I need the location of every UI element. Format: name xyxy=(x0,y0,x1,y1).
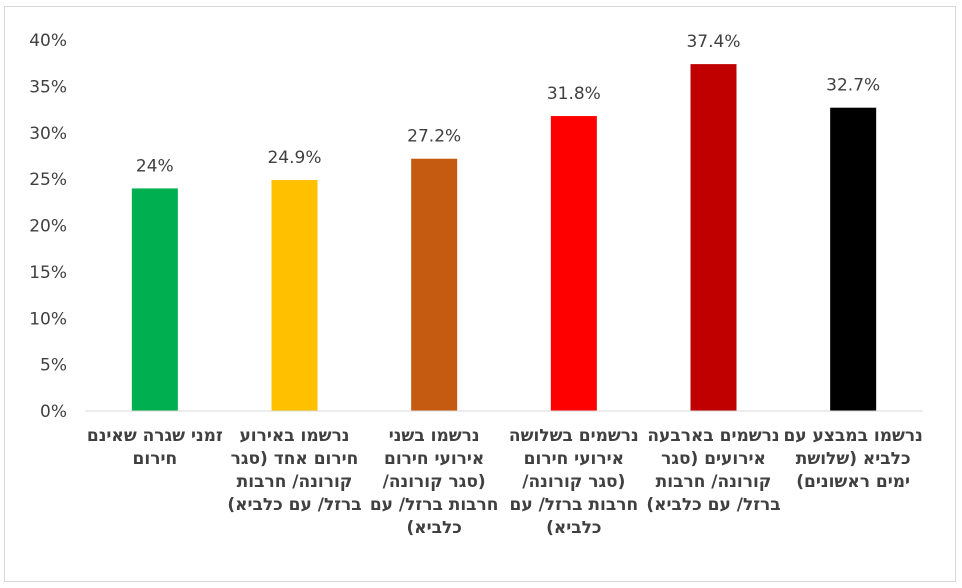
data-label: 31.8% xyxy=(547,84,601,104)
y-tick-label: 5% xyxy=(40,356,67,376)
category-label: זמני שגרה שאינם חירום xyxy=(86,426,223,469)
bars xyxy=(131,64,877,412)
data-label: 24.9% xyxy=(267,148,321,168)
chart-frame: 0% 5% 10% 15% 20% 25% 30% 35% 40% 24% 24.9% 27.2% 3… xyxy=(4,6,956,582)
category-label: נרשמים בארבעה אירועים (סגר קורונה/ חרבות… xyxy=(646,426,781,515)
bar xyxy=(271,180,318,411)
y-tick-label: 15% xyxy=(29,263,67,283)
data-label: 24% xyxy=(136,156,174,176)
y-tick-label: 25% xyxy=(29,170,67,190)
y-tick-label: 35% xyxy=(29,77,67,97)
category-label: נרשמים בשלושה אירועי חירום (סגר קורונה/ … xyxy=(508,426,639,538)
bar xyxy=(550,116,597,412)
bar xyxy=(830,107,877,412)
category-label: נרשמו בשני אירועי חירום (סגר קורונה/ חרב… xyxy=(369,426,499,538)
bar-chart: 0% 5% 10% 15% 20% 25% 30% 35% 40% 24% 24.9% 27.2% 3… xyxy=(29,31,923,422)
y-tick-label: 0% xyxy=(40,402,67,422)
category-label: נרשמו במבצע עם כלביא (שלושת ימים ראשונים… xyxy=(783,426,923,492)
bar xyxy=(690,64,737,412)
y-tick-label: 10% xyxy=(29,309,67,329)
data-label: 32.7% xyxy=(826,76,880,96)
y-tick-label: 30% xyxy=(29,124,67,144)
data-labels: 24% 24.9% 27.2% 31.8% 37.4% 32.7% xyxy=(136,32,880,176)
data-label: 27.2% xyxy=(407,127,461,147)
category-label: נרשמו באירוע חירום אחד (סגר קורונה/ חרבו… xyxy=(227,426,362,515)
y-tick-label: 40% xyxy=(29,31,67,51)
y-axis: 0% 5% 10% 15% 20% 25% 30% 35% 40% xyxy=(29,31,67,422)
data-label: 37.4% xyxy=(686,32,740,52)
bar xyxy=(411,158,458,411)
bar xyxy=(131,188,178,411)
y-tick-label: 20% xyxy=(29,217,67,237)
